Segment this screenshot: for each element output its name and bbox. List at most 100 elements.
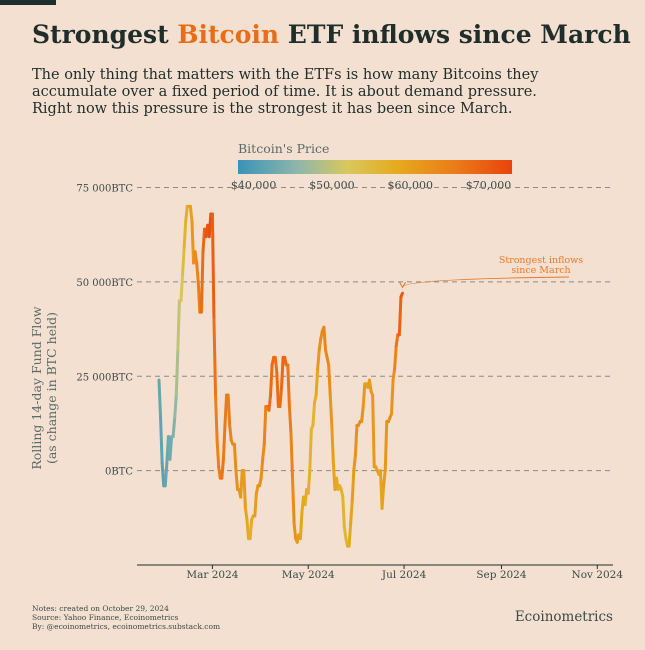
series-segment: [280, 355, 285, 390]
series-segment: [389, 378, 395, 416]
series-segment: [245, 518, 251, 541]
x-tick-label: Mar 2024: [186, 569, 238, 581]
series-segment: [207, 212, 213, 239]
series-segment: [275, 371, 280, 408]
title-prefix: Strongest: [32, 20, 178, 49]
series-segment: [193, 250, 199, 265]
x-tick-label: May 2024: [282, 569, 335, 581]
series-segment: [287, 404, 293, 435]
series-segment: [292, 521, 298, 541]
series-segment: [317, 337, 323, 352]
note-line: Notes: created on October 29, 2024: [32, 604, 169, 613]
subtitle-line: accumulate over a fixed period of time. …: [32, 84, 537, 100]
series-segment: [253, 491, 258, 518]
series-segment: [311, 401, 317, 427]
series-segment: [330, 423, 335, 465]
x-tick-label: Sep 2024: [476, 569, 527, 581]
series-segment: [243, 506, 249, 522]
series-segment: [199, 250, 205, 314]
series-segment: [360, 404, 365, 424]
series-segment: [226, 393, 232, 427]
series-segment: [361, 382, 367, 408]
series-segment: [278, 386, 284, 408]
series-segment: [289, 431, 295, 480]
annotation-text: Strongest inflows: [499, 255, 583, 266]
legend-title: Bitcoin's Price: [238, 141, 330, 156]
top-accent-bar: [0, 0, 56, 5]
y-axis-title: Rolling 14-day Fund Flow (as change in B…: [29, 306, 59, 469]
legend-tick-label: $50,000: [309, 179, 355, 192]
series-segment: [261, 442, 266, 461]
series-segment: [262, 404, 268, 446]
series-segment: [328, 393, 334, 427]
series-segment: [242, 469, 247, 510]
note-line: By: @ecoinometrics, ecoinometrics.substa…: [32, 622, 221, 631]
series-segment: [228, 423, 233, 442]
title-highlight: Bitcoin: [177, 20, 280, 49]
series-segment: [196, 280, 202, 314]
series-segment: [217, 465, 222, 480]
y-axis-title-line: Rolling 14-day Fund Flow: [29, 306, 44, 470]
series-segment: [215, 438, 221, 469]
series-segment: [220, 457, 225, 480]
series-segment: [308, 427, 313, 473]
series-segment: [393, 344, 398, 371]
series-segment: [291, 476, 296, 525]
subtitle-line: Right now this pressure is the strongest…: [32, 101, 513, 117]
series-segment: [171, 416, 177, 439]
y-tick-label: 50 000BTC: [76, 278, 133, 289]
series-segment: [368, 378, 373, 393]
series-segment: [391, 367, 397, 382]
series-segment: [298, 510, 304, 541]
series-segment: [188, 204, 194, 224]
series-segment: [380, 484, 386, 510]
legend-tick-label: $40,000: [230, 179, 277, 192]
series-segment: [212, 318, 218, 397]
series-segment: [248, 518, 254, 541]
series-segment: [342, 525, 348, 541]
series-segment: [163, 461, 169, 488]
series-segment: [223, 393, 229, 427]
brand-label: Ecoinometrics: [514, 609, 613, 625]
series-segment: [306, 469, 312, 495]
series-segment: [286, 363, 291, 408]
series-segment: [269, 363, 274, 397]
legend-color-bar: [238, 160, 512, 174]
chart-title: Strongest Bitcoin ETF inflows since Marc…: [32, 20, 631, 49]
series-segment: [234, 469, 240, 492]
y-axis-title-line: (as change in BTC held): [44, 311, 59, 465]
annotation-arrow: [401, 276, 570, 288]
series-segment: [181, 246, 186, 276]
series-segment: [397, 295, 403, 337]
subtitle: The only thing that matters with the ETF…: [32, 67, 622, 118]
subtitle-line: The only thing that matters with the ETF…: [32, 67, 539, 83]
series-segment: [210, 212, 216, 322]
series-segment: [159, 416, 164, 465]
series-segment: [174, 348, 180, 397]
series-segment: [214, 393, 219, 442]
chart-notes: Notes: created on October 29, 2024 Sourc…: [32, 604, 220, 631]
series-segment: [157, 378, 163, 420]
series-segment: [232, 442, 238, 473]
legend-tick-label: $60,000: [387, 179, 433, 192]
series-segment: [267, 393, 273, 412]
note-line: Source: Yahoo Finance, Ecoinometrics: [32, 613, 179, 622]
series-segment: [316, 348, 321, 371]
series-segment: [347, 521, 353, 548]
series-segment: [173, 393, 178, 420]
series-segment: [221, 423, 227, 461]
series-segment: [349, 499, 354, 525]
series-segment: [179, 272, 185, 303]
series-segment: [176, 299, 181, 352]
annotation-arrowhead: [399, 281, 406, 289]
series-segment: [160, 461, 166, 488]
series-segment: [168, 435, 174, 461]
series-segment: [382, 469, 387, 488]
series-segment: [352, 454, 357, 473]
series-segment: [327, 363, 332, 397]
series-segment: [350, 469, 356, 503]
series-segment: [239, 469, 244, 499]
y-tick-label: 0BTC: [105, 467, 133, 478]
series-segment: [195, 261, 200, 284]
